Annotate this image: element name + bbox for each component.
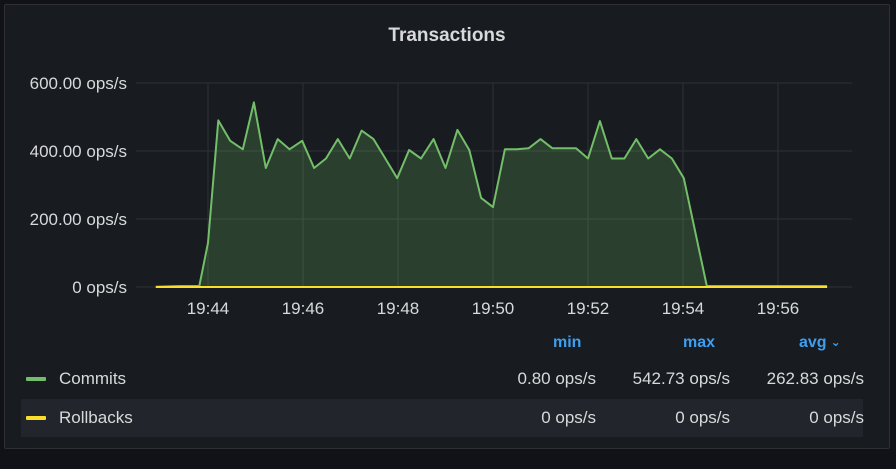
y-tick-label: 400.00 ops/s <box>30 142 127 161</box>
x-tick-label: 19:46 <box>282 299 325 318</box>
legend-avg-value: 0 ops/s <box>809 408 864 427</box>
chart-series <box>155 101 828 288</box>
transactions-panel: Transactions <box>4 4 890 449</box>
legend-swatch-rollbacks[interactable] <box>26 416 46 420</box>
panel-title[interactable]: Transactions <box>388 25 506 46</box>
legend-min-value: 0 ops/s <box>541 408 596 427</box>
y-tick-label: 600.00 ops/s <box>30 74 127 93</box>
x-axis: 19:44 19:46 19:48 19:50 19:52 19:54 19:56 <box>187 299 800 318</box>
x-tick-label: 19:54 <box>662 299 705 318</box>
legend-series-name[interactable]: Rollbacks <box>59 408 133 427</box>
x-tick-label: 19:48 <box>377 299 420 318</box>
legend-header-avg[interactable]: avg ⌄ <box>799 334 841 352</box>
legend-header-avg-label: avg <box>799 334 827 351</box>
legend-series-name[interactable]: Commits <box>59 369 127 388</box>
x-tick-label: 19:52 <box>567 299 610 318</box>
x-tick-label: 19:56 <box>757 299 800 318</box>
y-tick-label: 200.00 ops/s <box>30 210 127 229</box>
series-area-commits <box>155 102 828 288</box>
y-axis: 0 ops/s 200.00 ops/s 400.00 ops/s 600.00 op… <box>30 74 127 297</box>
legend-header-max[interactable]: max <box>683 334 716 351</box>
legend-max-value: 542.73 ops/s <box>632 369 730 388</box>
legend-avg-value: 262.83 ops/s <box>766 369 864 388</box>
legend-swatch-commits[interactable] <box>26 377 46 381</box>
legend-min-value: 0.80 ops/s <box>517 369 596 388</box>
legend-header-min[interactable]: min <box>553 334 582 351</box>
legend-max-value: 0 ops/s <box>675 408 730 427</box>
legend-row-commits[interactable]: Commits 0.80 ops/s 542.73 ops/s 262.83 o… <box>21 360 864 398</box>
x-tick-label: 19:44 <box>187 299 230 318</box>
y-tick-label: 0 ops/s <box>72 278 127 297</box>
chevron-down-icon: ⌄ <box>830 335 841 349</box>
series-line-commits[interactable] <box>155 101 828 288</box>
x-tick-label: 19:50 <box>472 299 515 318</box>
legend-row-rollbacks[interactable]: Rollbacks 0 ops/s 0 ops/s 0 ops/s <box>21 399 864 437</box>
